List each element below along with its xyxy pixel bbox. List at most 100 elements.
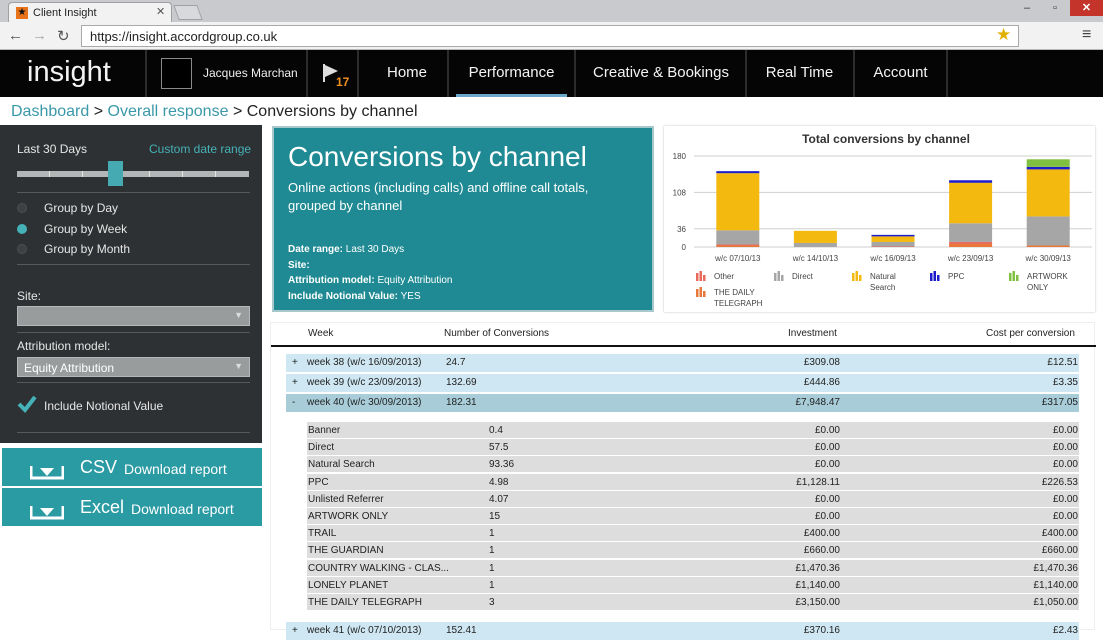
- flag-icon[interactable]: [323, 64, 338, 82]
- tab-title: Client Insight: [33, 7, 97, 19]
- bar-segment[interactable]: [871, 246, 915, 247]
- channel-cell: Direct: [308, 442, 335, 454]
- browser-tab[interactable]: ★ Client Insight ✕: [8, 2, 172, 22]
- column-header-cost[interactable]: Cost per conversion: [986, 328, 1075, 339]
- radio-group-by-day[interactable]: [17, 203, 27, 213]
- bar-segment[interactable]: [949, 223, 993, 242]
- checkmark-icon[interactable]: [17, 394, 37, 414]
- bookmark-star-icon[interactable]: ★: [996, 25, 1012, 44]
- legend-item[interactable]: ARTWORK ONLY: [1009, 271, 1068, 292]
- channel-cell: PPC: [308, 476, 329, 488]
- investment-cell: £0.00: [814, 425, 840, 436]
- legend-item[interactable]: Natural Search: [852, 271, 896, 292]
- tab-close-icon[interactable]: ✕: [156, 6, 166, 18]
- nav-real-time[interactable]: Real Time: [765, 64, 834, 81]
- breadcrumb-dashboard[interactable]: Dashboard: [11, 103, 90, 120]
- insight-logo[interactable]: insight: [27, 56, 111, 88]
- bar-segment[interactable]: [1026, 159, 1070, 167]
- investment-cell: £0.00: [814, 442, 840, 454]
- attribution-select[interactable]: Equity Attribution ▼: [17, 357, 250, 377]
- bar-segment[interactable]: [871, 241, 915, 247]
- avatar[interactable]: [161, 58, 192, 89]
- excel-download-button[interactable]: Excel Download report: [2, 488, 262, 526]
- date-range-label: Last 30 Days: [17, 142, 88, 156]
- legend-label-line: ARTWORK: [1027, 272, 1068, 281]
- legend-swatch: [703, 291, 706, 297]
- cost-cell: £2.43: [1052, 625, 1078, 636]
- radio-label[interactable]: Group by Week: [44, 222, 128, 236]
- bar-segment[interactable]: [716, 230, 760, 245]
- conversions-cell: 0.4: [489, 425, 503, 436]
- include-notional-checkbox-label[interactable]: Include Notional Value: [44, 399, 164, 413]
- conversions-cell: 57.5: [489, 442, 509, 454]
- radio-group-by-month[interactable]: [17, 244, 27, 254]
- bar-segment[interactable]: [793, 230, 837, 243]
- browser-menu-icon[interactable]: ≡: [1082, 26, 1092, 43]
- bar-segment[interactable]: [1026, 216, 1070, 246]
- conversions-table: Week Number of Conversions Investment Co…: [270, 322, 1096, 640]
- bar-segment[interactable]: [716, 245, 760, 247]
- expand-toggle[interactable]: -: [292, 397, 296, 408]
- bar-segment[interactable]: [949, 243, 993, 247]
- legend-item[interactable]: THE DAILY TELEGRAPH: [696, 287, 763, 308]
- csv-download-button[interactable]: CSV Download report: [2, 448, 262, 486]
- breadcrumb-overall-response[interactable]: Overall response: [107, 103, 229, 120]
- reload-icon[interactable]: ↻: [57, 28, 70, 45]
- conversions-cell: 152.41: [446, 625, 477, 636]
- date-range-slider[interactable]: [17, 171, 249, 177]
- week-row[interactable]: + week 39 (w/c 23/09/2013) 132.69 £444.86 £3…: [286, 374, 1079, 392]
- bar-segment[interactable]: [871, 234, 915, 237]
- bar-segment[interactable]: [716, 244, 760, 246]
- bar-segment[interactable]: [949, 182, 993, 224]
- bar-segment[interactable]: [1026, 245, 1070, 247]
- cost-cell: £0.00: [1052, 459, 1078, 471]
- forward-arrow-icon[interactable]: →: [32, 27, 47, 44]
- week-row[interactable]: + week 38 (w/c 16/09/2013) 24.7 £309.08 £12.…: [286, 354, 1079, 372]
- slider-handle[interactable]: [108, 161, 123, 186]
- back-arrow-icon[interactable]: ←: [8, 27, 23, 44]
- nav-home[interactable]: Home: [386, 64, 427, 81]
- legend-item[interactable]: Other: [696, 271, 734, 281]
- column-header-investment[interactable]: Investment: [788, 328, 837, 339]
- site-select[interactable]: ▼: [17, 306, 250, 326]
- column-header-conversions[interactable]: Number of Conversions: [444, 328, 550, 339]
- expand-toggle[interactable]: +: [292, 377, 298, 388]
- bar-segment[interactable]: [949, 241, 993, 244]
- radio-group-by-week[interactable]: [17, 224, 27, 234]
- nav-account[interactable]: Account: [873, 64, 928, 81]
- bar-segment[interactable]: [793, 242, 837, 247]
- cost-cell: £400.00: [1041, 528, 1078, 540]
- header-divider: [306, 50, 308, 97]
- bar-segment[interactable]: [1026, 166, 1070, 170]
- bar-segment[interactable]: [716, 173, 760, 231]
- bar-segment[interactable]: [1026, 169, 1070, 217]
- radio-label[interactable]: Group by Day: [44, 201, 119, 215]
- new-tab-button[interactable]: [173, 5, 203, 20]
- cost-cell: £660.00: [1041, 545, 1078, 557]
- week-row[interactable]: - week 40 (w/c 30/09/2013) 182.31 £7,948.47…: [286, 394, 1079, 412]
- window-minimize-button[interactable]: –: [1023, 2, 1031, 14]
- divider: [17, 382, 250, 383]
- breadcrumb: Dashboard > Overall response > Conversio…: [11, 103, 418, 121]
- expand-toggle[interactable]: +: [292, 357, 298, 368]
- bar-segment[interactable]: [716, 171, 760, 174]
- window-maximize-button[interactable]: ▫: [1053, 2, 1057, 14]
- user-name[interactable]: Jacques Marchan: [203, 66, 298, 80]
- nav-performance[interactable]: Performance: [456, 50, 567, 97]
- nav-creative-bookings[interactable]: Creative & Bookings: [593, 64, 729, 81]
- legend-label: ARTWORK ONLY: [1027, 272, 1068, 292]
- custom-date-range-link[interactable]: Custom date range: [149, 142, 252, 156]
- conversions-cell: 93.36: [489, 459, 515, 471]
- legend-swatch: [774, 273, 777, 281]
- bar-segment[interactable]: [871, 236, 915, 242]
- radio-label[interactable]: Group by Month: [44, 242, 131, 256]
- week-row[interactable]: + week 41 (w/c 07/10/2013) 152.41 £370.16 £2…: [286, 622, 1079, 640]
- column-header-week[interactable]: Week: [308, 328, 334, 339]
- legend-item[interactable]: Direct: [774, 271, 814, 281]
- bar-segment[interactable]: [949, 180, 993, 183]
- x-tick-label: w/c 07/10/13: [714, 254, 761, 263]
- expand-toggle[interactable]: +: [292, 625, 298, 636]
- url-input[interactable]: https://insight.accordgroup.co.uk: [81, 25, 1019, 47]
- window-close-button[interactable]: ✕: [1070, 0, 1103, 16]
- legend-item[interactable]: PPC: [930, 271, 965, 281]
